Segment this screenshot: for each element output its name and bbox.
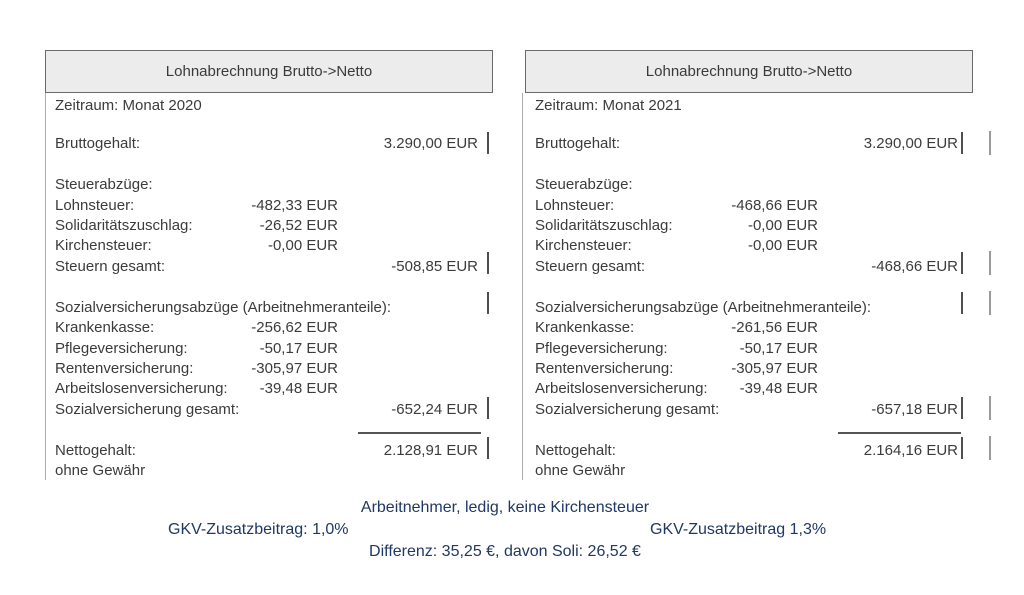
social-row-value: -305,97 EUR — [731, 360, 818, 377]
tax-row-label: Lohnsteuer: — [55, 197, 135, 214]
social-section-header: Sozialversicherungsabzüge (Arbeitnehmera… — [535, 299, 872, 316]
social-row-value: -39,48 EUR — [259, 380, 338, 397]
cell-border-segment — [989, 396, 991, 420]
tax-row-label: Kirchensteuer: — [535, 237, 632, 254]
social-row-value: -39,48 EUR — [739, 380, 818, 397]
social-row-label: Rentenversicherung: — [55, 360, 194, 377]
panel-separator-line — [522, 93, 523, 480]
net-label: Nettogehalt: — [535, 442, 616, 459]
social-row-value: -261,56 EUR — [731, 319, 818, 336]
tax-total-label: Steuern gesamt: — [535, 258, 646, 275]
social-row-label: Pflegeversicherung: — [55, 340, 188, 357]
cell-border-tick — [961, 292, 963, 314]
tax-row-label: Solidaritätszuschlag: — [535, 217, 673, 234]
cell-border-tick — [961, 252, 963, 274]
tax-total-value: -468,66 EUR — [871, 258, 958, 275]
gross-label: Bruttogehalt: — [535, 135, 621, 152]
annotation-employee-profile: Arbeitnehmer, ledig, keine Kirchensteuer — [360, 499, 650, 516]
net-value: 2.128,91 EUR — [383, 442, 478, 459]
gross-label: Bruttogehalt: — [55, 135, 141, 152]
tax-row-value: -0,00 EUR — [267, 237, 338, 254]
social-total-value: -652,24 EUR — [391, 401, 478, 418]
social-row-value: -256,62 EUR — [251, 319, 338, 336]
period-label: Zeitraum: Monat 2020 — [55, 97, 202, 114]
social-section-header: Sozialversicherungsabzüge (Arbeitnehmera… — [55, 299, 392, 316]
tax-total-value: -508,85 EUR — [391, 258, 478, 275]
panel-title-2020: Lohnabrechnung Brutto->Netto — [45, 50, 493, 93]
social-total-label: Sozialversicherung gesamt: — [55, 401, 240, 418]
tax-row-value: -0,00 EUR — [747, 217, 818, 234]
tax-row-value: -26,52 EUR — [259, 217, 338, 234]
cell-border-tick — [961, 397, 963, 419]
disclaimer: ohne Gewähr — [55, 462, 146, 479]
social-row-value: -305,97 EUR — [251, 360, 338, 377]
net-value: 2.164,16 EUR — [863, 442, 958, 459]
panel-title-2021: Lohnabrechnung Brutto->Netto — [525, 50, 973, 93]
tax-section-header: Steuerabzüge: — [55, 176, 153, 193]
social-row-label: Krankenkasse: — [55, 319, 155, 336]
tax-row-label: Lohnsteuer: — [535, 197, 615, 214]
cell-border-tick — [487, 252, 489, 274]
social-row-label: Arbeitslosenversicherung: — [55, 380, 228, 397]
gross-value: 3.290,00 EUR — [383, 135, 478, 152]
social-total-label: Sozialversicherung gesamt: — [535, 401, 720, 418]
tax-row-label: Solidaritätszuschlag: — [55, 217, 193, 234]
cell-border-tick — [961, 437, 963, 459]
social-row-value: -50,17 EUR — [259, 340, 338, 357]
cell-border-segment — [989, 251, 991, 275]
annotation-gkv-2020: GKV-Zusatzbeitrag: 1,0% — [168, 521, 349, 538]
annotation-gkv-2021: GKV-Zusatzbeitrag 1,3% — [650, 521, 827, 538]
cell-border-tick — [487, 292, 489, 314]
tax-row-value: -468,66 EUR — [731, 197, 818, 214]
social-row-label: Rentenversicherung: — [535, 360, 674, 377]
social-row-label: Krankenkasse: — [535, 319, 635, 336]
cell-border-tick — [487, 132, 489, 154]
payroll-panel-2021: Lohnabrechnung Brutto->Netto Zeitraum: M… — [525, 50, 973, 480]
net-sum-rule — [358, 432, 481, 434]
cell-border-tick — [487, 437, 489, 459]
social-row-value: -50,17 EUR — [739, 340, 818, 357]
cell-border-segment — [989, 291, 991, 315]
period-label: Zeitraum: Monat 2021 — [535, 97, 682, 114]
net-sum-rule — [838, 432, 961, 434]
cell-border-segment — [989, 131, 991, 155]
social-row-label: Arbeitslosenversicherung: — [535, 380, 708, 397]
disclaimer: ohne Gewähr — [535, 462, 626, 479]
tax-section-header: Steuerabzüge: — [535, 176, 633, 193]
panel-left-border-line — [45, 93, 46, 480]
social-row-label: Pflegeversicherung: — [535, 340, 668, 357]
gross-value: 3.290,00 EUR — [863, 135, 958, 152]
cell-border-tick — [961, 132, 963, 154]
annotation-difference: Differenz: 35,25 €, davon Soli: 26,52 € — [369, 543, 641, 560]
tax-row-value: -0,00 EUR — [747, 237, 818, 254]
tax-row-label: Kirchensteuer: — [55, 237, 152, 254]
payroll-panel-2020: Lohnabrechnung Brutto->Netto Zeitraum: M… — [45, 50, 493, 480]
cell-border-segment — [989, 436, 991, 460]
social-total-value: -657,18 EUR — [871, 401, 958, 418]
net-label: Nettogehalt: — [55, 442, 136, 459]
tax-total-label: Steuern gesamt: — [55, 258, 166, 275]
tax-row-value: -482,33 EUR — [251, 197, 338, 214]
cell-border-tick — [487, 397, 489, 419]
